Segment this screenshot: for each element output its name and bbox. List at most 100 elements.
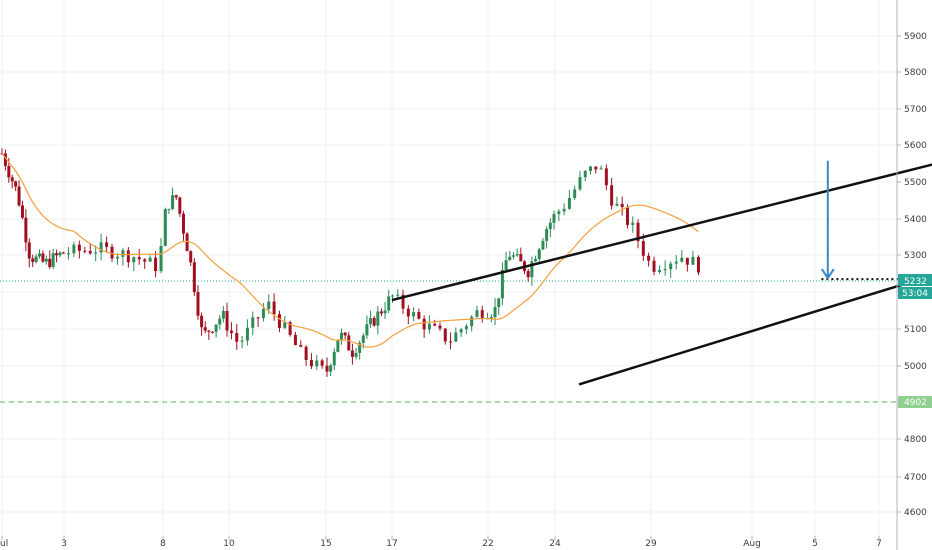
candle-body [304, 346, 308, 360]
y-tick-label: 5500 [904, 178, 927, 188]
last-price-label: 5232 [904, 277, 927, 287]
x-tick-label: 29 [645, 539, 657, 549]
candle-body [55, 253, 59, 256]
candle-body [83, 250, 87, 252]
candle-body [365, 324, 369, 336]
channel-lower-line[interactable] [578, 227, 932, 386]
candle-body [417, 312, 421, 319]
x-tick-label: 24 [549, 539, 561, 549]
candle-body [267, 301, 271, 309]
ma-line [1, 153, 699, 348]
candle-body [99, 242, 103, 253]
candle-body [17, 186, 21, 206]
candle-body [515, 254, 519, 256]
candle-body [272, 301, 276, 315]
candle-body [589, 166, 593, 171]
candle-body [583, 170, 587, 178]
candle-body [181, 213, 185, 234]
candle-body [159, 246, 163, 272]
x-tick-label: Aug [743, 539, 761, 549]
candle-body [552, 214, 556, 223]
countdown-label: 53:04 [902, 289, 928, 299]
candle-body [383, 310, 387, 314]
candle-body [372, 317, 376, 326]
candle-body [154, 257, 158, 272]
candle-body [3, 153, 7, 167]
candle-body [329, 365, 333, 372]
y-tick-label: 5000 [904, 362, 927, 372]
candle-body [599, 168, 603, 170]
candle-body [38, 253, 42, 257]
candle-body [464, 326, 468, 330]
candle-body [214, 324, 218, 332]
candle-body [658, 269, 662, 272]
candle-body [178, 197, 182, 214]
candle-body [562, 208, 566, 212]
candle-body [379, 311, 383, 314]
candle-body [200, 315, 204, 328]
candle-body [261, 308, 265, 319]
candle-body [610, 185, 614, 206]
candle-body [691, 256, 695, 265]
candle-body [361, 335, 365, 343]
candle-body [401, 294, 405, 309]
candle-body [277, 314, 281, 328]
candle-body [41, 253, 45, 262]
x-tick-label: 5 [812, 539, 818, 549]
candle-body [433, 323, 437, 326]
candle-body [336, 339, 340, 352]
candle-body [497, 298, 501, 308]
candle-body [283, 322, 287, 328]
y-tick-label: 4600 [904, 508, 927, 518]
candle-body [534, 258, 538, 262]
candle-body [526, 271, 530, 278]
candle-body [58, 252, 62, 256]
candle-body [332, 351, 336, 366]
candle-body [459, 329, 463, 333]
candle-body [578, 177, 582, 190]
candle-body [412, 312, 416, 317]
candle-body [44, 258, 48, 262]
candle-body [174, 195, 178, 198]
arrow-head[interactable] [820, 268, 835, 280]
candle-body [493, 307, 497, 318]
candlesticks [0, 148, 700, 377]
candle-body [449, 341, 453, 343]
candle-body [663, 269, 667, 271]
candle-body [51, 253, 55, 267]
candle-body [519, 254, 523, 262]
candle-body [14, 181, 18, 187]
candle-body [203, 327, 207, 331]
candle-body [537, 249, 541, 259]
candle-body [221, 310, 225, 319]
channel-upper-line[interactable] [391, 157, 932, 302]
candle-body [245, 327, 249, 341]
y-tick-label: 5100 [904, 325, 927, 335]
candle-body [652, 260, 656, 272]
candle-body [185, 233, 189, 252]
candle-body [189, 251, 193, 263]
candle-body [293, 334, 297, 346]
candle-body [171, 195, 175, 209]
candle-body [530, 261, 534, 278]
candle-body [358, 342, 362, 353]
y-tick-label: 5700 [904, 105, 927, 115]
candle-body [350, 350, 354, 357]
candle-body [77, 244, 81, 251]
moving-average [1, 153, 699, 348]
x-tick-label: 15 [320, 539, 331, 549]
candle-body [674, 261, 678, 264]
candle-body [443, 328, 447, 342]
candle-body [636, 222, 640, 242]
y-tick-label: 4800 [904, 435, 927, 445]
candle-body [309, 359, 313, 367]
candle-body [240, 340, 244, 342]
candle-body [545, 229, 549, 241]
candle-body [61, 252, 65, 254]
candle-body [196, 292, 200, 316]
candle-body [143, 259, 147, 262]
candle-body [427, 323, 431, 330]
candle-body [625, 207, 629, 225]
drawing-tools[interactable] [391, 157, 932, 399]
